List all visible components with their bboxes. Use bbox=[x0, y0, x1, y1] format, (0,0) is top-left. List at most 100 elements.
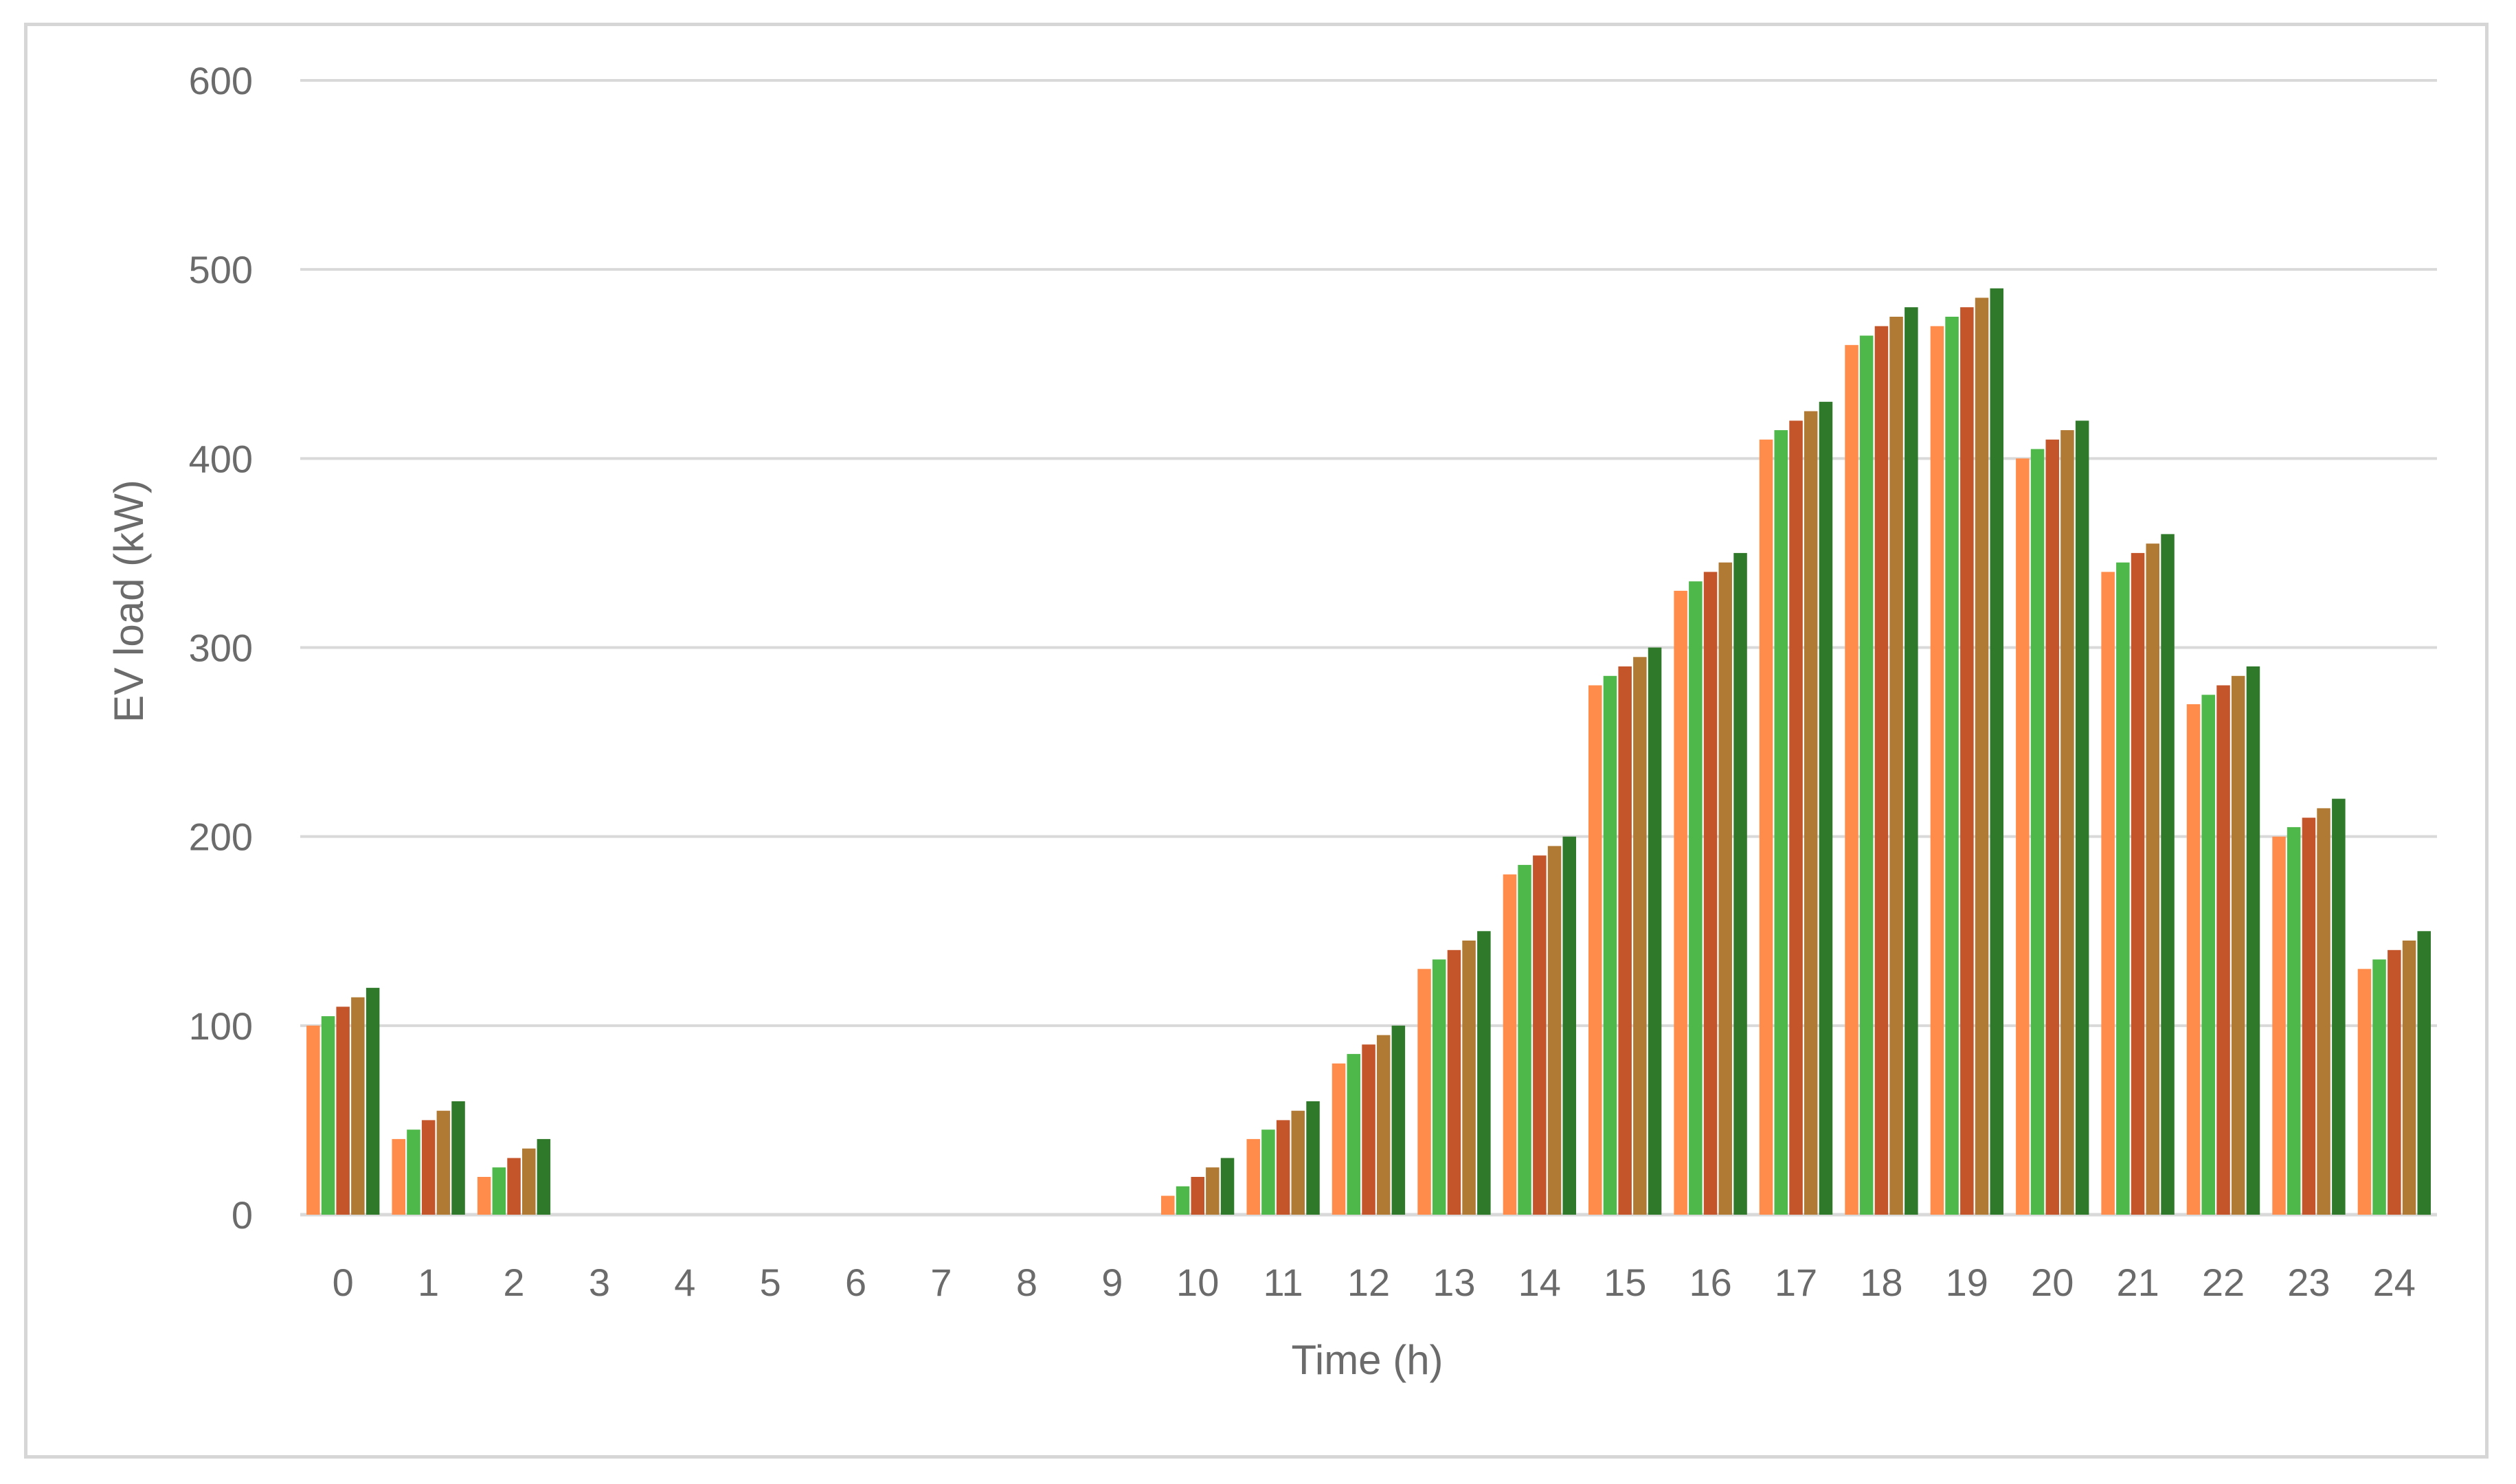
y-axis-title: EV load (kW) bbox=[106, 480, 152, 722]
x-tick-label: 13 bbox=[1433, 1261, 1475, 1304]
bar-h24-s4 bbox=[2402, 941, 2416, 1215]
bar-h20-s3 bbox=[2045, 439, 2059, 1215]
bar-h0-s5 bbox=[366, 987, 380, 1215]
bar-h19-s4 bbox=[1975, 297, 1989, 1215]
bar-h1-s4 bbox=[436, 1110, 451, 1215]
bar-h11-s3 bbox=[1276, 1120, 1290, 1215]
bar-h18-s4 bbox=[1889, 317, 1903, 1215]
bar-h20-s2 bbox=[2030, 449, 2045, 1215]
bar-h24-s2 bbox=[2372, 959, 2386, 1215]
bar-h12-s1 bbox=[1332, 1063, 1346, 1215]
x-tick-label: 3 bbox=[589, 1261, 610, 1304]
bar-h0-s2 bbox=[321, 1016, 335, 1215]
y-tick-label: 200 bbox=[189, 816, 253, 859]
bars bbox=[306, 288, 2431, 1215]
bar-h14-s1 bbox=[1503, 874, 1517, 1215]
bar-h16-s1 bbox=[1674, 590, 1687, 1215]
x-tick-label: 10 bbox=[1176, 1261, 1219, 1304]
bar-h15-s5 bbox=[1648, 647, 1662, 1215]
bar-h22-s1 bbox=[2186, 704, 2201, 1215]
x-tick-label: 22 bbox=[2202, 1261, 2245, 1304]
bar-h18-s5 bbox=[1905, 307, 1918, 1215]
bar-h16-s4 bbox=[1718, 562, 1732, 1215]
bar-h10-s3 bbox=[1191, 1177, 1204, 1215]
x-tick-label: 5 bbox=[760, 1261, 781, 1304]
x-tick-label: 7 bbox=[930, 1261, 952, 1304]
y-tick-label: 100 bbox=[189, 1004, 253, 1048]
x-tick-label: 8 bbox=[1016, 1261, 1037, 1304]
y-tick-label: 300 bbox=[189, 627, 253, 670]
bar-h1-s1 bbox=[392, 1138, 405, 1215]
bar-h2-s4 bbox=[522, 1148, 536, 1215]
y-axis-ticks: 0 100 200 300 400 500 600 bbox=[189, 59, 253, 1237]
bar-h13-s1 bbox=[1417, 969, 1431, 1215]
y-tick-label: 400 bbox=[189, 437, 253, 480]
x-tick-label: 19 bbox=[1946, 1261, 1988, 1304]
bar-h21-s3 bbox=[2131, 552, 2145, 1215]
y-tick-label: 0 bbox=[232, 1193, 253, 1237]
bar-h19-s3 bbox=[1960, 307, 1974, 1215]
x-tick-label: 4 bbox=[674, 1261, 695, 1304]
bar-h19-s5 bbox=[1990, 288, 2003, 1215]
bar-h23-s3 bbox=[2302, 818, 2316, 1215]
bar-h20-s4 bbox=[2060, 430, 2074, 1215]
y-tick-label: 600 bbox=[189, 59, 253, 102]
bar-h17-s1 bbox=[1759, 439, 1773, 1215]
bar-h24-s5 bbox=[2417, 931, 2431, 1215]
bar-h13-s5 bbox=[1477, 931, 1491, 1215]
bar-h17-s2 bbox=[1774, 430, 1788, 1215]
bar-h23-s1 bbox=[2272, 836, 2286, 1215]
bar-h13-s3 bbox=[1447, 949, 1461, 1215]
bar-h18-s2 bbox=[1859, 335, 1874, 1215]
bar-h1-s2 bbox=[407, 1129, 420, 1215]
bar-h12-s5 bbox=[1391, 1025, 1406, 1215]
bar-h0-s4 bbox=[351, 997, 365, 1215]
bar-h2-s3 bbox=[507, 1158, 521, 1215]
bar-h2-s1 bbox=[477, 1177, 491, 1215]
bar-h19-s1 bbox=[1930, 326, 1944, 1215]
bar-h10-s5 bbox=[1220, 1158, 1235, 1215]
bar-h22-s5 bbox=[2246, 666, 2260, 1215]
bar-h22-s3 bbox=[2216, 685, 2230, 1215]
bar-h13-s2 bbox=[1432, 959, 1446, 1215]
bar-h23-s2 bbox=[2287, 827, 2301, 1215]
bar-h21-s5 bbox=[2161, 534, 2175, 1215]
bar-h10-s1 bbox=[1161, 1195, 1175, 1215]
bar-h22-s4 bbox=[2231, 675, 2245, 1215]
bar-h12-s2 bbox=[1347, 1054, 1360, 1215]
x-tick-label: 16 bbox=[1689, 1261, 1731, 1304]
bar-h1-s3 bbox=[421, 1120, 436, 1215]
bar-h2-s5 bbox=[537, 1138, 551, 1215]
bar-h24-s3 bbox=[2388, 949, 2401, 1215]
bar-h13-s4 bbox=[1462, 941, 1476, 1215]
x-axis-title: Time (h) bbox=[1291, 1337, 1443, 1383]
bar-h0-s1 bbox=[306, 1025, 320, 1215]
bar-h16-s3 bbox=[1703, 572, 1718, 1215]
x-axis-ticks: 0 1 2 3 4 5 6 7 8 9 10 11 12 13 14 15 16 17 18 19 20 21 22 23 24 bbox=[333, 1261, 2416, 1304]
x-tick-label: 18 bbox=[1860, 1261, 1902, 1304]
bar-h14-s2 bbox=[1518, 864, 1531, 1215]
x-tick-label: 1 bbox=[418, 1261, 439, 1304]
x-tick-label: 21 bbox=[2116, 1261, 2159, 1304]
bar-h17-s3 bbox=[1789, 420, 1803, 1215]
x-tick-label: 11 bbox=[1263, 1261, 1303, 1304]
x-tick-label: 2 bbox=[503, 1261, 524, 1304]
bar-h20-s5 bbox=[2075, 420, 2089, 1215]
bar-h11-s2 bbox=[1261, 1129, 1275, 1215]
bar-h12-s3 bbox=[1362, 1044, 1375, 1215]
bar-h10-s2 bbox=[1176, 1186, 1190, 1215]
bar-h18-s1 bbox=[1845, 345, 1858, 1215]
bar-h18-s3 bbox=[1874, 326, 1889, 1215]
x-tick-label: 17 bbox=[1775, 1261, 1817, 1304]
bar-h14-s3 bbox=[1533, 855, 1547, 1215]
x-tick-label: 6 bbox=[845, 1261, 866, 1304]
bar-h14-s5 bbox=[1562, 836, 1576, 1215]
bar-h11-s5 bbox=[1306, 1101, 1320, 1215]
y-tick-label: 500 bbox=[189, 248, 253, 291]
bar-h22-s2 bbox=[2201, 695, 2215, 1215]
x-tick-label: 20 bbox=[2031, 1261, 2074, 1304]
bar-h16-s2 bbox=[1689, 581, 1703, 1215]
bar-h24-s1 bbox=[2357, 969, 2372, 1215]
x-tick-label: 23 bbox=[2287, 1261, 2330, 1304]
